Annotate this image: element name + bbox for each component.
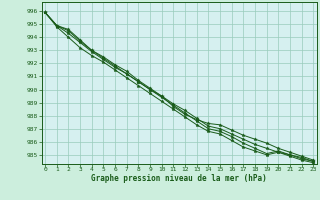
X-axis label: Graphe pression niveau de la mer (hPa): Graphe pression niveau de la mer (hPa)	[91, 174, 267, 183]
